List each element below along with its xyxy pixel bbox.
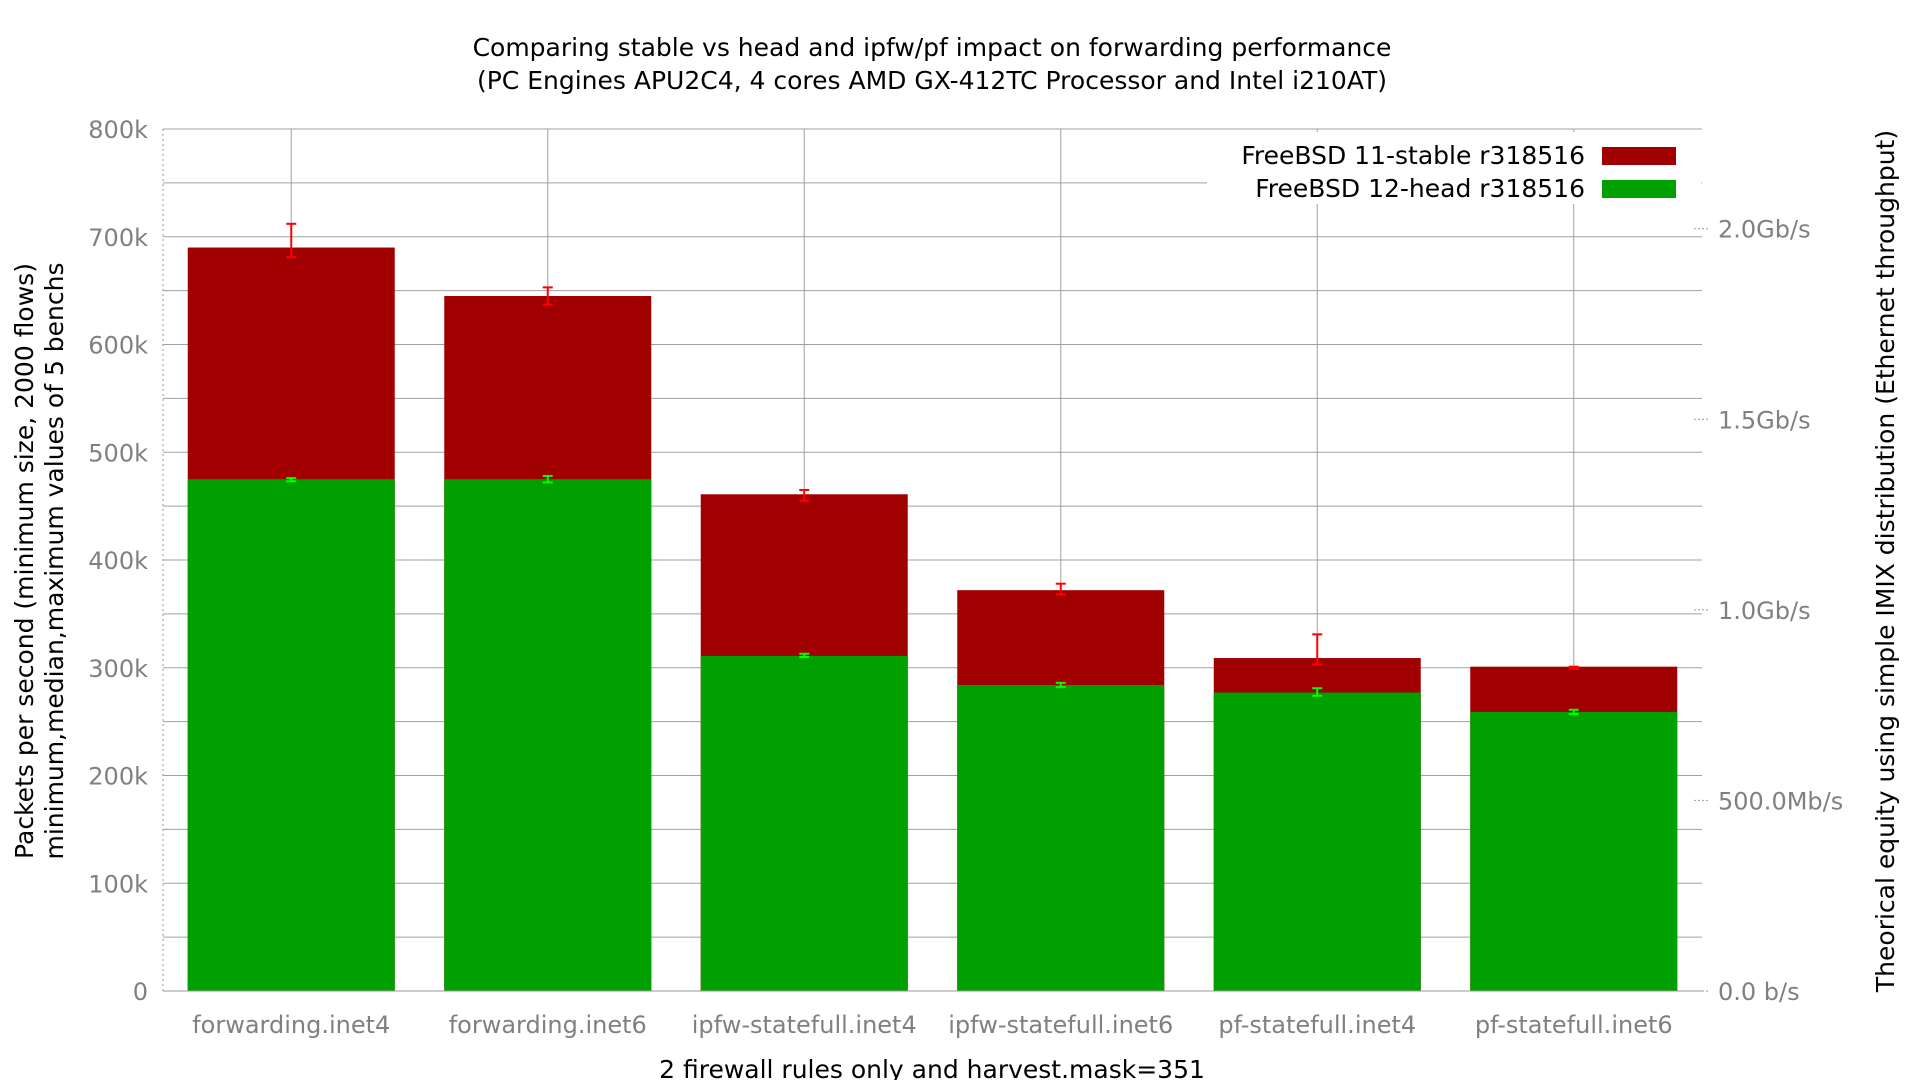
y-tick-label: 800k <box>88 116 148 144</box>
x-tick-label: ipfw-statefull.inet6 <box>948 1011 1173 1039</box>
y-tick-label: 500k <box>88 439 148 467</box>
y2-tick-label: 0.0 b/s <box>1718 978 1800 1006</box>
error-bar-head-ipfw-statefull.inet6 <box>1055 681 1066 689</box>
y2-tick-label: 1.5Gb/s <box>1718 406 1811 434</box>
error-bar-head-ipfw-statefull.inet4 <box>799 652 810 658</box>
error-bar-stable-ipfw-statefull.inet6 <box>1055 582 1066 596</box>
y-tick-label: 700k <box>88 224 148 252</box>
x-tick-label: pf-statefull.inet6 <box>1475 1011 1673 1039</box>
bar-head-pf-statefull.inet4 <box>1213 692 1421 991</box>
legend-swatch <box>1602 180 1676 198</box>
bars-layer <box>187 247 1678 991</box>
y-tick-label: 600k <box>88 332 148 360</box>
error-bar-stable-forwarding.inet6 <box>542 286 553 306</box>
bar-head-forwarding.inet4 <box>187 479 395 991</box>
bar-head-ipfw-statefull.inet4 <box>700 655 908 991</box>
x-tick-label: pf-statefull.inet4 <box>1218 1011 1416 1039</box>
error-bar-head-forwarding.inet4 <box>286 477 297 483</box>
legend-label: FreeBSD 12-head r318516 <box>1255 174 1585 203</box>
error-bar-head-pf-statefull.inet4 <box>1312 687 1323 697</box>
y-tick-label: 300k <box>88 655 148 683</box>
bar-head-forwarding.inet6 <box>444 479 652 991</box>
y-tick-label: 400k <box>88 547 148 575</box>
y-axis-label-secondary: minimum,median,maximum values of 5 bench… <box>40 262 69 859</box>
error-bar-stable-forwarding.inet4 <box>286 222 297 259</box>
bar-head-ipfw-statefull.inet6 <box>957 684 1165 991</box>
x-tick-label: ipfw-statefull.inet4 <box>692 1011 917 1039</box>
error-bar-head-pf-statefull.inet6 <box>1568 708 1579 716</box>
y-tick-label: 0 <box>133 978 148 1006</box>
legend-swatch <box>1602 147 1676 165</box>
error-bars-layer <box>286 222 1579 716</box>
chart-title: Comparing stable vs head and ipfw/pf imp… <box>473 33 1392 62</box>
ticks-layer: 0 100k 200k 300k 400k 500k 600k 700k 800k 0.0 b/s… <box>88 116 1843 1039</box>
y2-axis-label: Theorical equity using simple IMIX distr… <box>1871 130 1900 993</box>
error-bar-head-forwarding.inet6 <box>542 474 553 484</box>
error-bar-stable-pf-statefull.inet4 <box>1312 633 1323 666</box>
chart-subtitle: (PC Engines APU2C4, 4 cores AMD GX-412TC… <box>477 66 1387 95</box>
bar-head-pf-statefull.inet6 <box>1470 711 1678 991</box>
error-bar-stable-ipfw-statefull.inet4 <box>799 488 810 502</box>
y2-tick-label: 500.0Mb/s <box>1718 787 1843 815</box>
x-tick-label: forwarding.inet6 <box>449 1011 647 1039</box>
legend-label: FreeBSD 11-stable r318516 <box>1241 141 1585 170</box>
y-axis-label: Packets per second (minimum size, 2000 f… <box>10 263 39 859</box>
y2-tick-label: 2.0Gb/s <box>1718 216 1811 244</box>
y2-tick-label: 1.0Gb/s <box>1718 597 1811 625</box>
x-axis-label: 2 firewall rules only and harvest.mask=3… <box>659 1055 1205 1080</box>
frame-layer <box>162 129 1702 992</box>
error-bar-stable-pf-statefull.inet6 <box>1568 665 1579 670</box>
legend: FreeBSD 11-stable r318516 FreeBSD 12-head… <box>1207 132 1701 204</box>
x-tick-label: forwarding.inet4 <box>192 1011 390 1039</box>
y-tick-label: 100k <box>88 870 148 898</box>
y-tick-label: 200k <box>88 763 148 791</box>
